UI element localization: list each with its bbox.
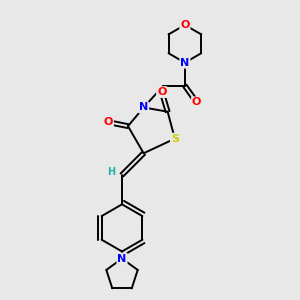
- Text: O: O: [180, 20, 190, 30]
- Text: N: N: [117, 254, 127, 263]
- Text: O: O: [103, 117, 113, 127]
- Text: H: H: [107, 167, 115, 177]
- Text: N: N: [139, 103, 148, 112]
- Text: O: O: [192, 98, 201, 107]
- Text: N: N: [180, 58, 190, 68]
- Text: O: O: [157, 87, 166, 97]
- Text: S: S: [171, 134, 179, 144]
